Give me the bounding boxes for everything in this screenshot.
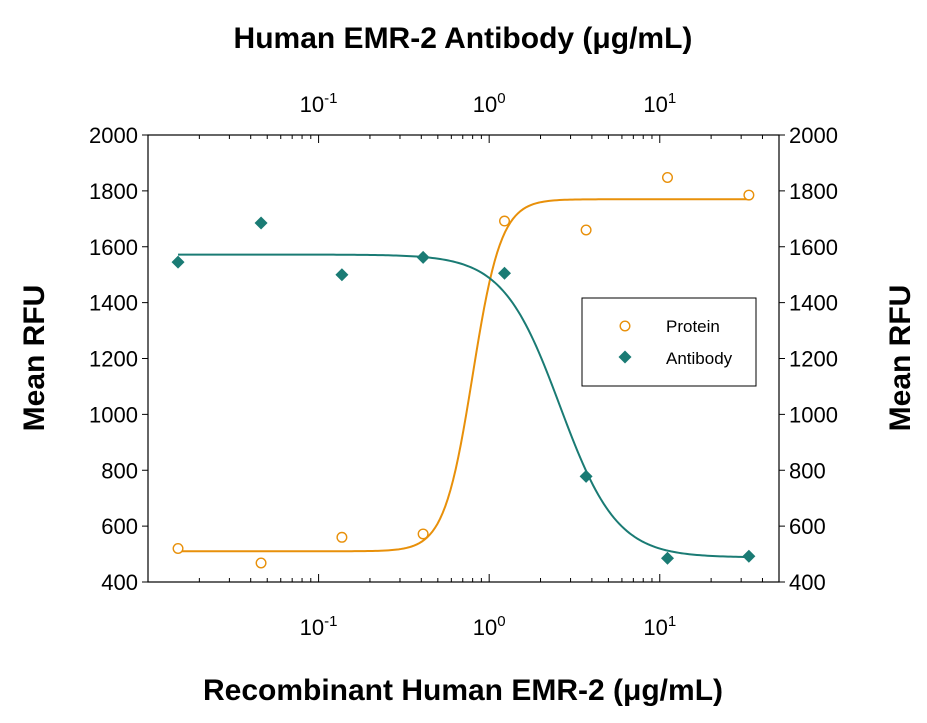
legend-point-protein [619, 320, 631, 332]
y-tick-label-left: 2000 [89, 123, 138, 148]
x-tick-label-top: 100 [473, 90, 506, 117]
x-tick-label-bottom: 101 [643, 613, 676, 640]
data-point-antibody [254, 216, 268, 230]
y-tick-label-left: 1000 [89, 402, 138, 427]
legend: Protein Antibody [581, 297, 757, 387]
x-tick-label-bottom: 10-1 [300, 613, 338, 640]
legend-marker-protein-icon [619, 320, 631, 332]
legend-point-antibody [618, 350, 632, 364]
data-point-antibody [660, 551, 674, 565]
y-tick-label-right: 2000 [789, 123, 838, 148]
y-tick-label-left: 400 [101, 570, 138, 595]
data-point-antibody [498, 266, 512, 280]
y-tick-label-left: 1400 [89, 291, 138, 316]
y-tick-label-left: 1600 [89, 235, 138, 260]
y-axis-title-left: Mean RFU [18, 285, 51, 432]
fit-curve-protein [178, 198, 749, 553]
data-point-antibody [579, 469, 593, 483]
legend-box [581, 297, 757, 387]
x-tick-label-bottom: 100 [473, 613, 506, 640]
y-tick-label-right: 800 [789, 458, 826, 483]
y-axis-title-right: Mean RFU [884, 285, 917, 432]
data-point-protein [580, 224, 592, 236]
y-tick-label-left: 1200 [89, 347, 138, 372]
y-tick-label-right: 1600 [789, 235, 838, 260]
data-point-protein [172, 542, 184, 554]
y-tick-label-right: 1800 [789, 179, 838, 204]
data-point-protein [743, 189, 755, 201]
y-tick-label-left: 1800 [89, 179, 138, 204]
legend-marker-antibody-icon [618, 350, 632, 364]
y-tick-label-right: 1200 [789, 347, 838, 372]
y-tick-label-right: 1000 [789, 402, 838, 427]
data-point-antibody [335, 268, 349, 282]
y-tick-label-right: 400 [789, 570, 826, 595]
x-tick-label-top: 10-1 [300, 90, 338, 117]
data-point-protein [255, 557, 267, 569]
y-tick-label-right: 1400 [789, 291, 838, 316]
data-point-antibody [742, 549, 756, 563]
legend-label-protein: Protein [666, 317, 720, 336]
data-point-protein [661, 171, 673, 183]
fit-curve-antibody [178, 253, 749, 559]
data-point-protein [499, 215, 511, 227]
x-tick-label-top: 101 [643, 90, 676, 117]
data-point-protein [336, 531, 348, 543]
data-point-antibody [171, 255, 185, 269]
data-point-protein [417, 528, 429, 540]
y-tick-label-right: 600 [789, 514, 826, 539]
y-tick-label-left: 600 [101, 514, 138, 539]
legend-label-antibody: Antibody [666, 349, 733, 368]
x-axis-title: Recombinant Human EMR-2 (μg/mL) [203, 674, 723, 707]
top-axis-title: Human EMR-2 Antibody (μg/mL) [234, 22, 693, 55]
y-tick-label-left: 800 [101, 458, 138, 483]
data-point-antibody [416, 250, 430, 264]
